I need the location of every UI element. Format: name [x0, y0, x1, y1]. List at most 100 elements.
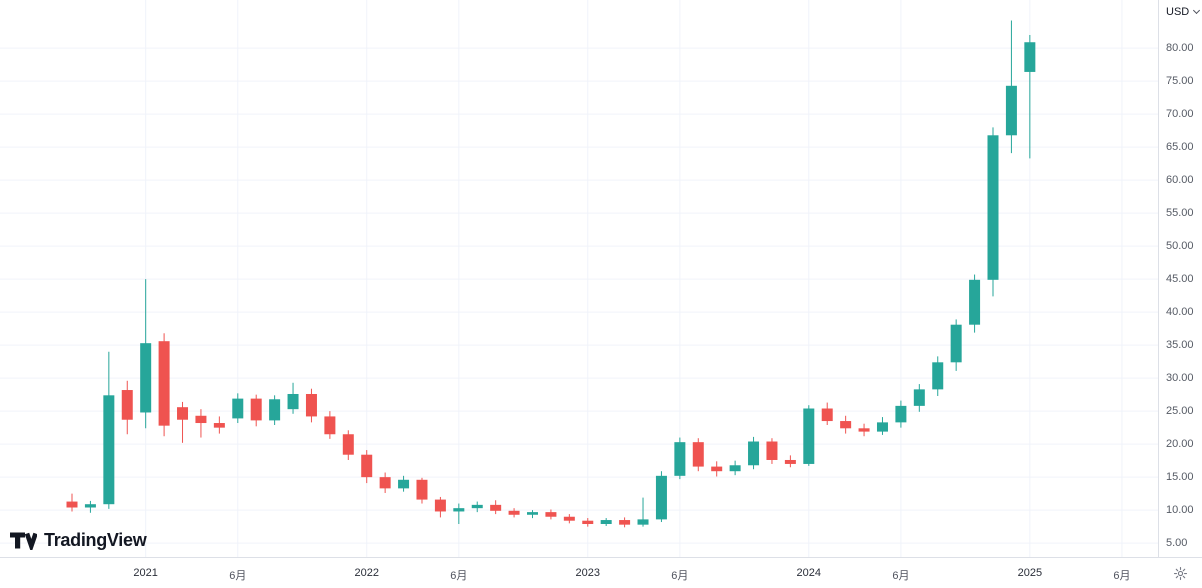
- candle-body: [140, 343, 152, 413]
- chart-settings-button[interactable]: [1170, 562, 1192, 584]
- candle-body: [158, 341, 170, 426]
- candle[interactable]: [416, 477, 428, 504]
- candle[interactable]: [913, 384, 925, 412]
- candle[interactable]: [821, 402, 833, 426]
- candle[interactable]: [655, 471, 667, 523]
- candle-body: [287, 393, 299, 410]
- candle-body: [563, 516, 575, 521]
- candle[interactable]: [195, 409, 207, 438]
- candle-body: [508, 510, 520, 515]
- candle[interactable]: [619, 517, 631, 528]
- time-tick-label: 6月: [892, 570, 910, 582]
- price-tick-label: 35.00: [1166, 339, 1194, 352]
- candle[interactable]: [508, 508, 520, 518]
- candle-body: [674, 442, 686, 476]
- candle-body: [545, 512, 557, 517]
- candle[interactable]: [729, 460, 741, 476]
- price-tick-label: 25.00: [1166, 405, 1194, 418]
- candle-body: [655, 475, 667, 520]
- candle-body: [232, 398, 244, 419]
- candle[interactable]: [66, 493, 78, 512]
- time-axis[interactable]: 2021 6月 2022 6月 2023 6月 2024 6月 2025 6月: [0, 557, 1202, 588]
- candle-body: [66, 501, 78, 508]
- candle[interactable]: [1005, 20, 1017, 154]
- candle-body: [858, 428, 870, 432]
- candle[interactable]: [969, 274, 981, 333]
- price-tick-label: 30.00: [1166, 372, 1194, 385]
- price-tick-label: 80.00: [1166, 42, 1194, 55]
- price-tick-label: 65.00: [1166, 141, 1194, 154]
- tradingview-logo-text: TradingView: [44, 529, 147, 550]
- candle[interactable]: [269, 395, 281, 426]
- candle[interactable]: [324, 411, 336, 439]
- candle[interactable]: [766, 438, 778, 464]
- candle[interactable]: [545, 509, 557, 520]
- candle[interactable]: [361, 450, 373, 484]
- candle[interactable]: [582, 518, 594, 527]
- candle[interactable]: [858, 423, 870, 437]
- candle[interactable]: [84, 500, 96, 513]
- time-tick-label: 2025: [1017, 567, 1043, 579]
- price-tick-label: 50.00: [1166, 240, 1194, 253]
- tradingview-logo[interactable]: TradingView: [10, 528, 147, 552]
- candle[interactable]: [305, 388, 317, 423]
- candle[interactable]: [711, 461, 723, 477]
- candle-body: [434, 499, 446, 512]
- candle[interactable]: [784, 455, 796, 468]
- candle-body: [121, 390, 133, 420]
- candle[interactable]: [600, 518, 612, 526]
- candle[interactable]: [490, 500, 502, 515]
- candle[interactable]: [213, 416, 225, 434]
- currency-selector[interactable]: USD: [1166, 6, 1201, 18]
- candle-body: [342, 434, 354, 455]
- time-tick-label: 6月: [450, 570, 468, 582]
- candle[interactable]: [177, 401, 189, 443]
- candle[interactable]: [250, 394, 262, 427]
- candle-body: [619, 520, 631, 525]
- candle-body: [950, 324, 962, 363]
- candle[interactable]: [840, 415, 852, 434]
- price-tick-label: 15.00: [1166, 471, 1194, 484]
- candle[interactable]: [527, 510, 538, 519]
- candle-body: [821, 408, 833, 422]
- candle[interactable]: [895, 400, 907, 428]
- candle[interactable]: [876, 417, 888, 435]
- candle[interactable]: [1024, 34, 1036, 159]
- candle[interactable]: [121, 380, 133, 435]
- price-tick-label: 5.00: [1166, 537, 1188, 550]
- tradingview-logo-icon: [10, 532, 37, 550]
- candle[interactable]: [379, 472, 391, 493]
- candle[interactable]: [987, 127, 999, 297]
- candle[interactable]: [563, 514, 575, 524]
- candle[interactable]: [453, 503, 465, 525]
- price-axis-separator: [1158, 0, 1159, 588]
- candle[interactable]: [398, 475, 410, 492]
- candle-body: [748, 441, 760, 466]
- candle[interactable]: [471, 501, 483, 513]
- price-axis[interactable]: USD 80.00 75.00 70.00 65.00 60.00 55.00 50.00 4…: [1159, 0, 1202, 557]
- candle[interactable]: [140, 279, 152, 429]
- time-tick-label: 2021: [133, 567, 158, 579]
- candle[interactable]: [950, 319, 962, 371]
- candle-body: [250, 398, 262, 421]
- gear-icon: [1173, 566, 1188, 580]
- candle[interactable]: [232, 393, 244, 424]
- candle[interactable]: [637, 497, 649, 527]
- candle[interactable]: [158, 333, 170, 437]
- candle[interactable]: [103, 351, 115, 509]
- candle-body: [269, 399, 281, 421]
- candle[interactable]: [674, 437, 686, 480]
- candle[interactable]: [803, 405, 815, 466]
- candle-body: [84, 504, 96, 508]
- candle[interactable]: [342, 430, 354, 460]
- currency-label: USD: [1166, 6, 1190, 18]
- candle[interactable]: [287, 382, 299, 414]
- candle-body: [103, 395, 115, 505]
- candlestick-chart[interactable]: [0, 0, 1158, 557]
- candle[interactable]: [692, 438, 704, 472]
- candle[interactable]: [932, 356, 944, 396]
- candle[interactable]: [434, 496, 446, 518]
- candle-body: [195, 415, 207, 424]
- candle[interactable]: [748, 436, 760, 470]
